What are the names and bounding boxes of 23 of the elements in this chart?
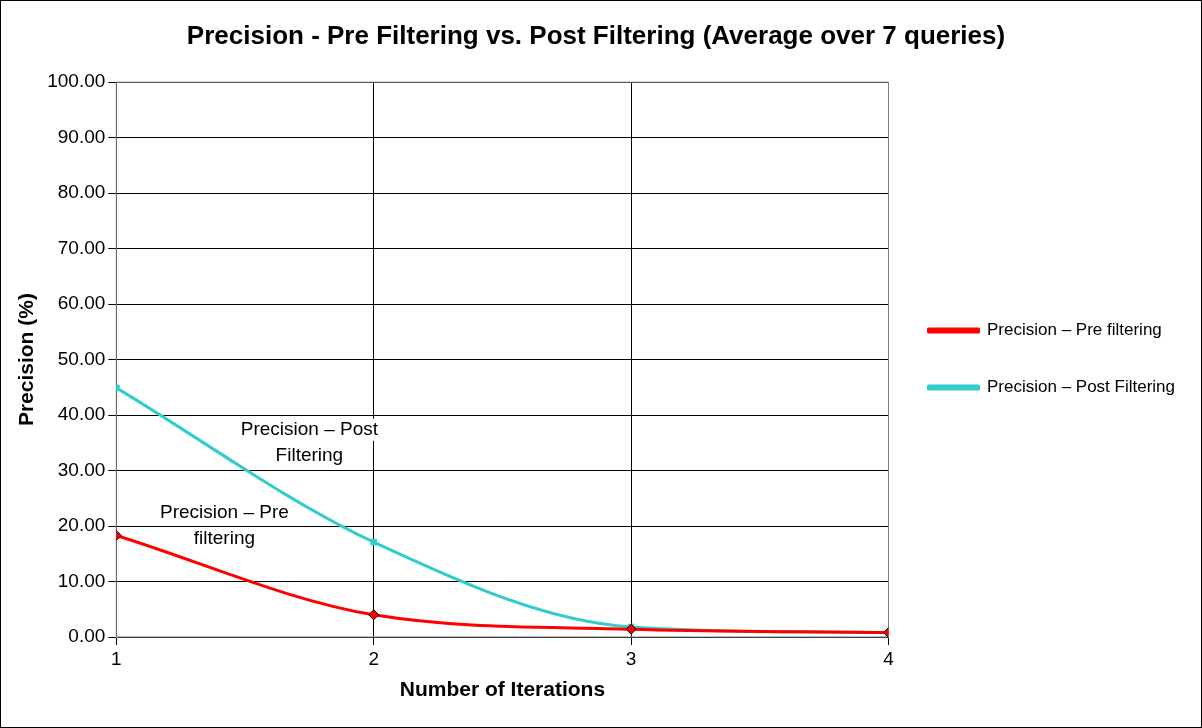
x-tick-label: 1 bbox=[111, 647, 122, 669]
y-tick-label: 0.00 bbox=[68, 625, 106, 647]
y-tick-label: 30.00 bbox=[57, 458, 106, 480]
x-axis-title: Number of Iterations bbox=[399, 677, 606, 701]
y-tick-label: 20.00 bbox=[57, 514, 106, 536]
annotation: Precision – Post Filtering bbox=[240, 418, 379, 466]
legend-label: Precision – Post Filtering bbox=[987, 377, 1176, 397]
chart-title: Precision - Pre Filtering vs. Post Filtering (Average over 7 queries) bbox=[186, 19, 1006, 50]
y-tick-label: 40.00 bbox=[57, 403, 106, 425]
y-tick-label: 50.00 bbox=[57, 347, 106, 369]
x-tick-label: 3 bbox=[625, 647, 637, 669]
annotation: Precision – Pre filtering bbox=[160, 501, 289, 549]
y-axis-title: Precision (%) bbox=[14, 293, 38, 427]
y-tick-label: 90.00 bbox=[57, 125, 106, 147]
legend-label: Precision – Pre filtering bbox=[987, 320, 1162, 340]
y-tick-label: 70.00 bbox=[57, 236, 106, 258]
y-tick-label: 60.00 bbox=[57, 292, 106, 314]
point bbox=[370, 538, 378, 546]
y-tick-label: 100.00 bbox=[47, 70, 106, 92]
x-tick-label: 4 bbox=[883, 647, 895, 669]
x-tick-label: 2 bbox=[368, 647, 379, 669]
y-tick-label: 80.00 bbox=[57, 181, 106, 203]
y-tick-label: 10.00 bbox=[57, 569, 106, 591]
